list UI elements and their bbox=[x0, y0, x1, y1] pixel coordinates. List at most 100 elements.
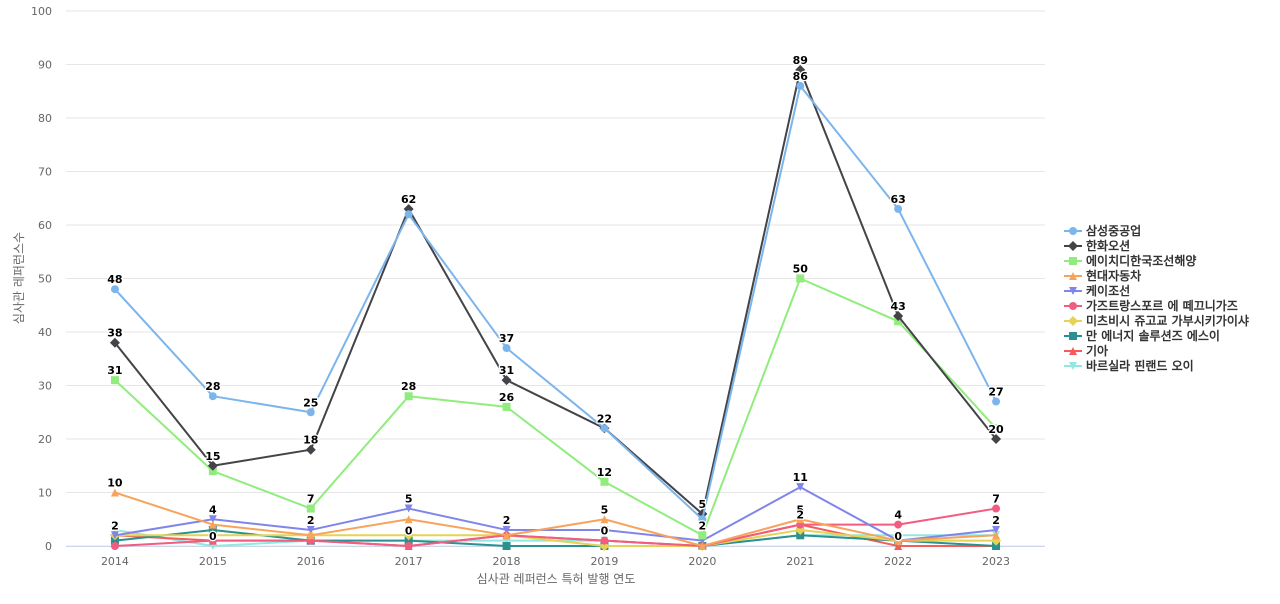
y-tick-label: 50 bbox=[38, 273, 52, 286]
y-tick-label: 90 bbox=[38, 59, 52, 72]
x-tick-label: 2017 bbox=[395, 555, 423, 568]
data-point bbox=[110, 531, 119, 540]
data-point bbox=[404, 504, 413, 513]
data-label: 27 bbox=[988, 386, 1003, 399]
legend-item[interactable]: 현대자동차 bbox=[1064, 268, 1249, 283]
data-point bbox=[110, 488, 119, 497]
data-point bbox=[404, 542, 413, 550]
data-label: 0 bbox=[601, 525, 609, 538]
data-point bbox=[306, 504, 315, 513]
series-line bbox=[114, 507, 997, 547]
data-point bbox=[795, 64, 806, 75]
series-line bbox=[114, 486, 997, 542]
x-tick-label: 2014 bbox=[101, 555, 129, 568]
series-1 bbox=[109, 64, 1002, 519]
data-point bbox=[404, 210, 413, 219]
data-label: 26 bbox=[499, 391, 515, 404]
legend-item[interactable]: 만 에너지 솔루션즈 에스이 bbox=[1064, 328, 1249, 343]
data-label: 7 bbox=[992, 493, 1000, 506]
legend-swatch bbox=[1064, 240, 1082, 251]
data-label: 4 bbox=[209, 503, 217, 516]
series-3 bbox=[110, 488, 1001, 550]
legend-item[interactable]: 바르실라 핀랜드 오이 bbox=[1064, 358, 1249, 373]
data-point bbox=[894, 536, 903, 545]
data-point bbox=[992, 424, 1001, 433]
legend-item[interactable]: 가즈트랑스포르 에 떼끄니가즈 bbox=[1064, 298, 1249, 313]
legend-swatch bbox=[1064, 315, 1082, 326]
data-point bbox=[894, 531, 903, 540]
data-point bbox=[1069, 226, 1077, 235]
data-point bbox=[992, 504, 1001, 513]
x-tick-label: 2020 bbox=[688, 555, 716, 568]
data-label: 2 bbox=[503, 514, 511, 527]
legend-item[interactable]: 한화오션 bbox=[1064, 238, 1249, 253]
series-line bbox=[114, 528, 997, 547]
legend-item[interactable]: 에이치디한국조선해양 bbox=[1064, 253, 1249, 268]
y-tick-label: 60 bbox=[38, 219, 52, 232]
legend-swatch bbox=[1064, 271, 1082, 280]
legend-swatch bbox=[1064, 256, 1082, 265]
x-tick-label: 2023 bbox=[982, 555, 1010, 568]
data-label: 48 bbox=[107, 273, 122, 286]
data-label: 0 bbox=[405, 525, 413, 538]
data-label: 10 bbox=[107, 477, 123, 490]
data-label: 31 bbox=[499, 364, 514, 377]
data-label: 50 bbox=[793, 263, 809, 276]
legend-label: 바르실라 핀랜드 오이 bbox=[1086, 359, 1194, 373]
y-tick-label: 10 bbox=[38, 487, 52, 500]
x-tick-label: 2018 bbox=[493, 555, 521, 568]
y-tick-label: 100 bbox=[31, 5, 52, 18]
data-point bbox=[110, 525, 119, 534]
series-line bbox=[114, 84, 997, 521]
data-point bbox=[796, 81, 805, 90]
data-label: 0 bbox=[894, 530, 902, 543]
data-point bbox=[502, 525, 511, 534]
data-point bbox=[208, 392, 217, 401]
data-point bbox=[600, 424, 609, 433]
legend-label: 기아 bbox=[1086, 344, 1109, 358]
legend-label: 현대자동차 bbox=[1086, 269, 1142, 283]
data-point bbox=[501, 375, 512, 386]
data-label: 20 bbox=[988, 423, 1004, 436]
y-tick-label: 70 bbox=[38, 166, 52, 179]
data-point bbox=[894, 317, 903, 326]
data-label: 38 bbox=[107, 327, 122, 340]
data-label: 5 bbox=[699, 498, 707, 511]
legend-label: 한화오션 bbox=[1086, 239, 1131, 253]
series-0 bbox=[110, 81, 1001, 524]
data-label: 28 bbox=[401, 380, 416, 393]
data-point bbox=[306, 531, 315, 540]
data-label: 2 bbox=[699, 519, 707, 532]
data-label: 2 bbox=[796, 509, 804, 522]
y-tick-label: 80 bbox=[38, 112, 52, 125]
legend-swatch bbox=[1064, 301, 1082, 310]
data-point bbox=[208, 525, 217, 534]
y-axis-ticks: 0 10 20 30 40 50 60 70 80 90 100 bbox=[31, 5, 52, 553]
data-label: 22 bbox=[597, 412, 612, 425]
series-lines bbox=[109, 64, 1002, 551]
data-point bbox=[207, 460, 218, 471]
data-point bbox=[208, 515, 217, 524]
data-point bbox=[698, 515, 707, 524]
data-point bbox=[306, 408, 315, 417]
legend-item[interactable]: 삼성중공업 bbox=[1064, 223, 1249, 238]
series-4 bbox=[110, 483, 1001, 545]
data-point bbox=[796, 515, 805, 524]
data-label: 63 bbox=[890, 193, 905, 206]
legend-item[interactable]: 케이조선 bbox=[1064, 283, 1249, 298]
y-tick-label: 40 bbox=[38, 326, 52, 339]
legend-label: 미츠비시 쥬고교 가부시키가이샤 bbox=[1086, 314, 1249, 328]
legend-item[interactable]: 기아 bbox=[1064, 343, 1249, 358]
data-point bbox=[403, 530, 414, 541]
legend-label: 에이치디한국조선해양 bbox=[1086, 254, 1197, 268]
legend-label: 가즈트랑스포르 에 떼끄니가즈 bbox=[1086, 299, 1238, 313]
data-point bbox=[1069, 256, 1077, 265]
legend: 삼성중공업 한화오션 에이치디한국조선해양 현대자동차 케이조선 가즈트랑스포르 에 떼끄… bbox=[1064, 223, 1249, 373]
data-point bbox=[502, 531, 511, 540]
legend-swatch bbox=[1064, 361, 1082, 370]
data-point bbox=[208, 520, 217, 529]
legend-item[interactable]: 미츠비시 쥬고교 가부시키가이샤 bbox=[1064, 313, 1249, 328]
data-point bbox=[1069, 346, 1077, 355]
data-label: 86 bbox=[793, 70, 809, 83]
